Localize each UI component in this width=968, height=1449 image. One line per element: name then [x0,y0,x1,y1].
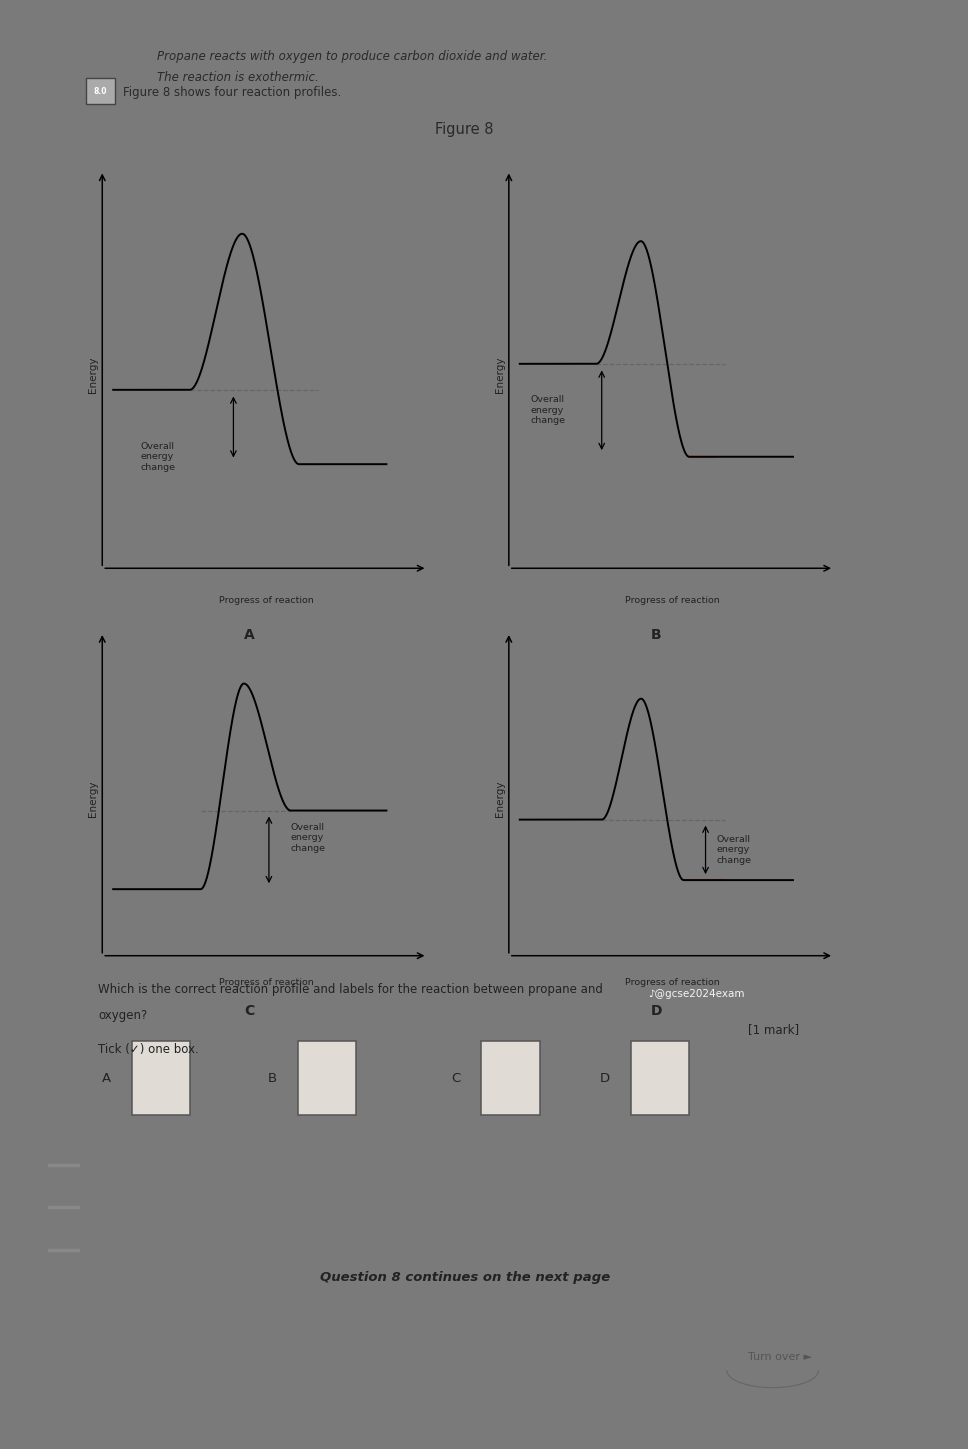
Text: Figure 8 shows four reaction profiles.: Figure 8 shows four reaction profiles. [123,85,342,99]
Text: Overall
energy
change: Overall energy change [716,835,751,865]
FancyBboxPatch shape [298,1042,356,1116]
Text: Energy: Energy [88,356,98,393]
Text: Question 8 continues on the next page: Question 8 continues on the next page [319,1271,610,1284]
Text: Overall
energy
change: Overall energy change [140,442,175,472]
Text: C: C [245,1004,255,1019]
Text: ♪@gcse2024exam: ♪@gcse2024exam [648,988,744,998]
Text: oxygen?: oxygen? [99,1009,147,1022]
Text: D: D [650,1004,662,1019]
Text: 8.0: 8.0 [93,87,106,97]
Text: Which is the correct reaction profile and labels for the reaction between propan: Which is the correct reaction profile an… [99,982,603,995]
Text: Energy: Energy [495,356,504,393]
Text: Figure 8: Figure 8 [436,122,494,138]
Text: Progress of reaction: Progress of reaction [625,596,720,606]
Text: Turn over ►: Turn over ► [747,1352,812,1362]
Text: The reaction is exothermic.: The reaction is exothermic. [157,71,318,84]
Text: Overall
energy
change: Overall energy change [290,823,326,852]
Text: Progress of reaction: Progress of reaction [219,978,314,987]
Text: B: B [651,627,662,642]
FancyBboxPatch shape [132,1042,190,1116]
Text: Progress of reaction: Progress of reaction [625,978,720,987]
Text: A: A [102,1072,111,1085]
Text: Energy: Energy [88,780,98,817]
Text: Tick (✓) one box.: Tick (✓) one box. [99,1043,199,1055]
Text: A: A [245,627,256,642]
Text: C: C [451,1072,461,1085]
Text: Energy: Energy [495,780,504,817]
Text: Progress of reaction: Progress of reaction [219,596,314,606]
FancyBboxPatch shape [481,1042,539,1116]
Text: Propane reacts with oxygen to produce carbon dioxide and water.: Propane reacts with oxygen to produce ca… [157,51,547,62]
Text: Overall
energy
change: Overall energy change [530,396,565,425]
FancyBboxPatch shape [631,1042,689,1116]
Text: [1 mark]: [1 mark] [747,1023,799,1036]
FancyBboxPatch shape [86,78,115,104]
Text: B: B [268,1072,277,1085]
Text: D: D [600,1072,610,1085]
